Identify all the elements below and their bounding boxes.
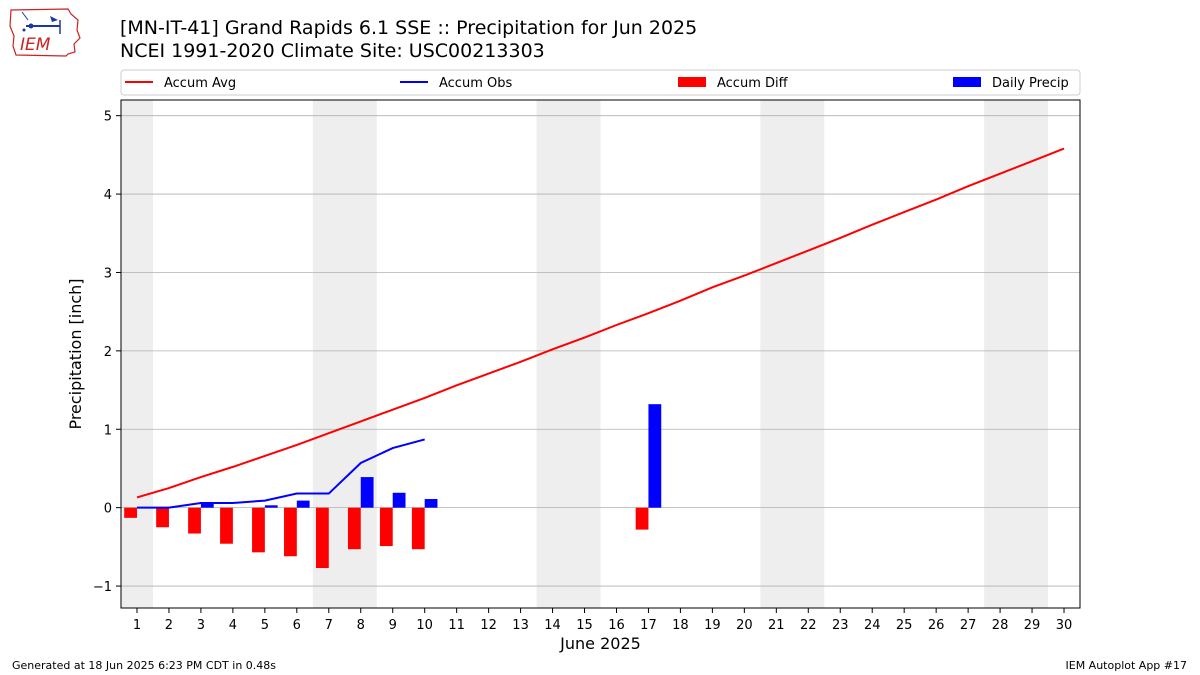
accum-avg-line (136, 147, 1065, 499)
x-tick-label: 1 (133, 618, 141, 633)
x-tick-label: 13 (512, 618, 529, 633)
accum-diff-bar (411, 507, 425, 550)
legend-item: Accum Obs (400, 76, 512, 91)
x-tick-label: 20 (736, 618, 753, 633)
weekend-band (984, 100, 1049, 608)
chart-subtitle: NCEI 1991-2020 Climate Site: USC00213303 (120, 40, 545, 62)
x-tick-label: 9 (389, 618, 397, 633)
legend-label: Accum Diff (717, 76, 789, 91)
x-tick-label: 8 (357, 618, 365, 633)
x-tick-label: 2 (165, 618, 173, 633)
daily-precip-bar (648, 404, 662, 508)
y-tick-label: 0 (104, 502, 112, 517)
accum-diff-bar (315, 507, 329, 569)
accum-diff-bar (379, 507, 393, 547)
legend-label: Daily Precip (992, 76, 1069, 91)
y-tick-label: 3 (104, 266, 112, 281)
legend-item: Accum Avg (125, 76, 236, 91)
x-tick-label: 3 (197, 618, 205, 633)
lines (136, 147, 1065, 509)
x-tick-label: 7 (325, 618, 333, 633)
accum-diff-bar (284, 507, 297, 557)
daily-precip-bar (296, 500, 310, 508)
legend: Accum Avg Accum Obs Accum Diff Daily Precip (120, 69, 1081, 96)
daily-precip-bar (360, 477, 374, 508)
legend-label: Accum Avg (164, 76, 236, 91)
x-tick-label: 28 (992, 618, 1009, 633)
weekend-band (121, 100, 153, 608)
x-tick-label: 26 (928, 618, 945, 633)
accum-diff-bar (156, 507, 169, 528)
x-tick-label: 27 (960, 618, 977, 633)
weekend-band (760, 100, 825, 608)
legend-item: Accum Diff (678, 76, 789, 91)
plot-frame (120, 99, 1081, 609)
x-tick-label: 25 (896, 618, 913, 633)
legend-item: Daily Precip (953, 76, 1069, 91)
y-tick-label: 2 (104, 345, 112, 360)
x-tick-label: 29 (1024, 618, 1041, 633)
iem-logo-icon: IEM (9, 8, 81, 57)
bars (124, 404, 662, 569)
accum-diff-bar (252, 507, 265, 553)
y-tick-label: 4 (104, 188, 112, 203)
x-tick-label: 24 (864, 618, 881, 633)
y-tick-label: 1 (104, 423, 112, 438)
weekend-shading (121, 100, 1049, 608)
accum-diff-bar (124, 507, 137, 518)
x-tick-label: 22 (800, 618, 817, 633)
x-tick-label: 12 (480, 618, 497, 633)
x-tick-label: 23 (832, 618, 849, 633)
x-tick-label: 18 (672, 618, 689, 633)
x-tick-label: 4 (229, 618, 237, 633)
daily-precip-bar (424, 499, 438, 508)
x-tick-label: 15 (576, 618, 593, 633)
x-tick-label: 6 (293, 618, 301, 633)
logo-text: IEM (20, 35, 51, 55)
iem-logo: IEM (8, 6, 82, 60)
accum-diff-bar (347, 507, 361, 550)
x-tick-label: 5 (261, 618, 269, 633)
x-tick-label: 30 (1056, 618, 1073, 633)
weekend-band (536, 100, 601, 608)
x-tick-label: 21 (768, 618, 785, 633)
legend-bar-swatch (678, 77, 706, 87)
legend-box (120, 69, 1081, 96)
y-tick-label: −1 (93, 580, 112, 595)
accum-obs-line (136, 438, 425, 509)
accum-diff-bar (635, 507, 649, 530)
x-axis-label: June 2025 (559, 634, 641, 653)
daily-precip-bar (264, 505, 278, 508)
legend-bar-swatch (953, 77, 981, 87)
x-tick-label: 11 (448, 618, 465, 633)
gridlines (121, 115, 1080, 587)
x-tick-label: 10 (416, 618, 433, 633)
daily-precip-bar (200, 502, 214, 508)
legend-label: Accum Obs (439, 76, 512, 91)
generated-timestamp: Generated at 18 Jun 2025 6:23 PM CDT in … (12, 659, 277, 672)
app-credit: IEM Autoplot App #17 (1065, 659, 1188, 672)
y-tick-label: 5 (104, 110, 112, 125)
x-tick-label: 16 (608, 618, 625, 633)
accum-diff-bar (188, 507, 201, 534)
y-axis-label: Precipitation [inch] (66, 278, 85, 429)
x-tick-label: 19 (704, 618, 721, 633)
x-tick-label: 17 (640, 618, 657, 633)
daily-precip-bar (392, 492, 406, 508)
x-tick-label: 14 (544, 618, 561, 633)
chart-title: [MN-IT-41] Grand Rapids 6.1 SSE :: Preci… (120, 17, 698, 39)
accum-diff-bar (220, 507, 233, 544)
